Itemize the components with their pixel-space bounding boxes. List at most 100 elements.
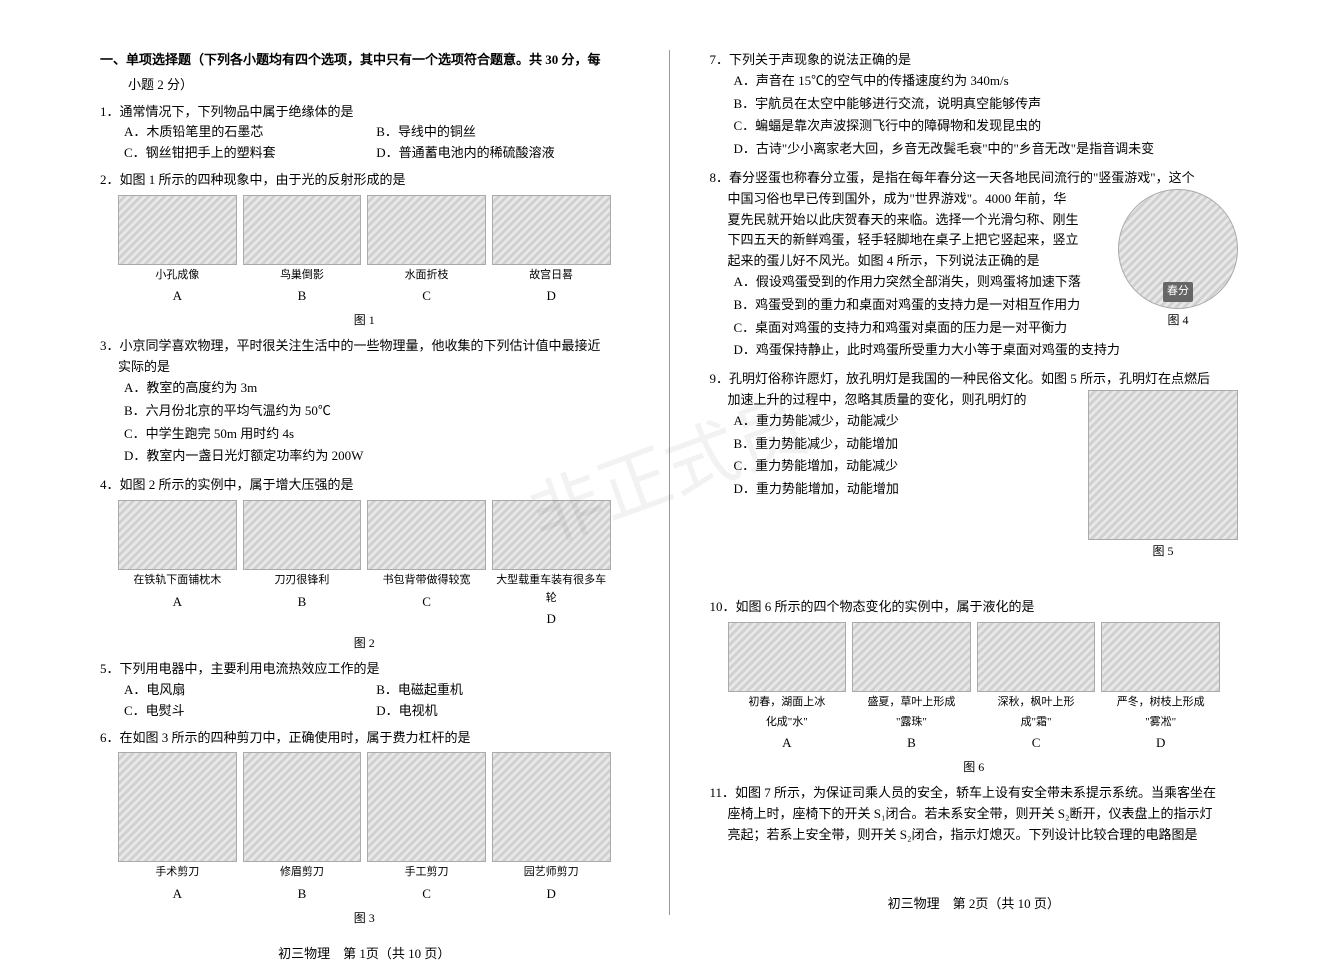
q5-option-a: A．电风扇	[124, 680, 376, 701]
q6-fig-label: 图 3	[100, 909, 629, 928]
q10-caption-b2: "露珠"	[896, 714, 927, 732]
q6-image-b	[243, 752, 362, 862]
page-1-column: 一、单项选择题（下列各小题均有四个选项，其中只有一个选项符合题意。共 30 分，…	[100, 50, 629, 915]
q10-letter-b: B	[907, 733, 916, 754]
q3-stem: 3．小京同学喜欢物理，平时很关注生活中的一些物理量，他收集的下列估计值中最接近	[100, 336, 629, 357]
q9-stem1: 9．孔明灯俗称许愿灯，放孔明灯是我国的一种民俗文化。如图 5 所示，孔明灯在点燃…	[710, 369, 1239, 390]
q6-caption-c: 手工剪刀	[405, 864, 449, 882]
q8-image-badge: 春分	[1163, 282, 1193, 302]
q6-letter-b: B	[298, 884, 307, 905]
page-2-column: 7．下列关于声现象的说法正确的是 A．声音在 15℃的空气中的传播速度约为 34…	[710, 50, 1239, 915]
q10-caption-b1: 盛夏，草叶上形成	[867, 694, 955, 712]
q5-stem: 5．下列用电器中，主要利用电流热效应工作的是	[100, 659, 629, 680]
q4-caption-a: 在铁轨下面铺枕木	[133, 572, 221, 590]
question-3: 3．小京同学喜欢物理，平时很关注生活中的一些物理量，他收集的下列估计值中最接近 …	[100, 336, 629, 469]
q1-stem: 1．通常情况下，下列物品中属于绝缘体的是	[100, 102, 629, 123]
q3-option-c: C．中学生跑完 50m 用时约 4s	[124, 424, 629, 445]
q3-stem-line2: 实际的是	[100, 357, 629, 378]
q4-letter-a: A	[173, 592, 182, 613]
q2-caption-d: 故宫日晷	[529, 267, 573, 285]
q4-caption-d: 大型载重车装有很多车轮	[492, 572, 611, 607]
q1-option-a: A．木质铅笔里的石墨芯	[124, 122, 376, 143]
q11-stem2: 座椅上时，座椅下的开关 S₁闭合。若未系安全带，则开关 S₂断开，仪表盘上的指示…	[710, 804, 1239, 825]
q6-caption-d: 园艺师剪刀	[524, 864, 579, 882]
q3-option-d: D．教室内一盏日光灯额定功率约为 200W	[124, 446, 629, 467]
page-1-footer: 初三物理 第 1页（共 10 页）	[100, 934, 629, 965]
q2-letter-a: A	[173, 286, 182, 307]
q10-image-a	[728, 622, 847, 692]
q6-caption-b: 修眉剪刀	[280, 864, 324, 882]
q2-image-d	[492, 195, 611, 265]
q9-fig-label: 图 5	[1088, 542, 1238, 561]
q10-image-b	[852, 622, 971, 692]
q4-fig-label: 图 2	[100, 634, 629, 653]
q2-caption-c: 水面折枝	[405, 267, 449, 285]
q7-option-c: C．蝙蝠是靠次声波探测飞行中的障碍物和发现昆虫的	[734, 116, 1239, 137]
q2-letter-d: D	[546, 286, 555, 307]
q4-caption-c: 书包背带做得较宽	[383, 572, 471, 590]
q10-caption-d1: 严冬，树枝上形成	[1117, 694, 1205, 712]
q4-caption-b: 刀刃很锋利	[274, 572, 329, 590]
q5-option-b: B．电磁起重机	[376, 680, 628, 701]
q6-image-c	[367, 752, 486, 862]
q10-letter-c: C	[1032, 733, 1041, 754]
q11-stem1: 11．如图 7 所示，为保证司乘人员的安全，轿车上设有安全带未系提示系统。当乘客…	[710, 783, 1239, 804]
question-5: 5．下列用电器中，主要利用电流热效应工作的是 A．电风扇 B．电磁起重机 C．电…	[100, 659, 629, 721]
q10-caption-d2: "雾凇"	[1145, 714, 1176, 732]
q10-letter-d: D	[1156, 733, 1165, 754]
q2-image-c	[367, 195, 486, 265]
q7-option-b: B．宇航员在太空中能够进行交流，说明真空能够传声	[734, 94, 1239, 115]
q7-stem: 7．下列关于声现象的说法正确的是	[710, 50, 1239, 71]
question-7: 7．下列关于声现象的说法正确的是 A．声音在 15℃的空气中的传播速度约为 34…	[710, 50, 1239, 162]
question-9: 9．孔明灯俗称许愿灯，放孔明灯是我国的一种民俗文化。如图 5 所示，孔明灯在点燃…	[710, 369, 1239, 591]
q10-caption-c2: 成"霜"	[1021, 714, 1052, 732]
q10-image-c	[977, 622, 1096, 692]
question-10: 10．如图 6 所示的四个物态变化的实例中，属于液化的是 初春，湖面上冰化成"水…	[710, 597, 1239, 777]
q4-letter-d: D	[546, 609, 555, 630]
q2-fig-label: 图 1	[100, 311, 629, 330]
q2-caption-a: 小孔成像	[155, 267, 199, 285]
q2-letter-c: C	[422, 286, 431, 307]
q7-option-d: D．古诗"少小离家老大回，乡音无改鬓毛衰"中的"乡音无改"是指音调未变	[734, 139, 1239, 160]
q10-image-d	[1101, 622, 1220, 692]
q9-image	[1088, 390, 1238, 540]
q2-caption-b: 鸟巢倒影	[280, 267, 324, 285]
q6-caption-a: 手术剪刀	[155, 864, 199, 882]
q2-image-b	[243, 195, 362, 265]
q3-option-b: B．六月份北京的平均气温约为 50℃	[124, 401, 629, 422]
q5-option-d: D．电视机	[376, 701, 628, 722]
q4-letter-c: C	[422, 592, 431, 613]
q2-image-a	[118, 195, 237, 265]
q10-caption-a1: 初春，湖面上冰	[748, 694, 825, 712]
q2-letter-b: B	[298, 286, 307, 307]
q1-option-b: B．导线中的铜丝	[376, 122, 628, 143]
question-11: 11．如图 7 所示，为保证司乘人员的安全，轿车上设有安全带未系提示系统。当乘客…	[710, 783, 1239, 845]
page-2-footer: 初三物理 第 2页（共 10 页）	[710, 884, 1239, 915]
q10-stem: 10．如图 6 所示的四个物态变化的实例中，属于液化的是	[710, 597, 1239, 618]
question-1: 1．通常情况下，下列物品中属于绝缘体的是 A．木质铅笔里的石墨芯 B．导线中的铜…	[100, 102, 629, 164]
q10-caption-a2: 化成"水"	[766, 714, 808, 732]
q8-figure: 春分 图 4	[1118, 189, 1238, 330]
q1-option-c: C．钢丝钳把手上的塑料套	[124, 143, 376, 164]
q4-letter-b: B	[298, 592, 307, 613]
q9-figure: 图 5	[1088, 390, 1238, 561]
q5-option-c: C．电熨斗	[124, 701, 376, 722]
q8-fig-label: 图 4	[1118, 311, 1238, 330]
q4-image-b	[243, 500, 362, 570]
q8-option-d: D．鸡蛋保持静止，此时鸡蛋所受重力大小等于桌面对鸡蛋的支持力	[734, 340, 1239, 361]
q7-option-a: A．声音在 15℃的空气中的传播速度约为 340m/s	[734, 71, 1239, 92]
q6-stem: 6．在如图 3 所示的四种剪刀中，正确使用时，属于费力杠杆的是	[100, 728, 629, 749]
q6-letter-d: D	[546, 884, 555, 905]
q2-stem: 2．如图 1 所示的四种现象中，由于光的反射形成的是	[100, 170, 629, 191]
question-6: 6．在如图 3 所示的四种剪刀中，正确使用时，属于费力杠杆的是 手术剪刀A 修眉…	[100, 728, 629, 928]
q1-option-d: D．普通蓄电池内的稀硫酸溶液	[376, 143, 628, 164]
column-divider	[669, 50, 670, 915]
q8-stem1: 8．春分竖蛋也称春分立蛋，是指在每年春分这一天各地民间流行的"竖蛋游戏"，这个	[710, 168, 1239, 189]
q4-image-c	[367, 500, 486, 570]
q4-image-d	[492, 500, 611, 570]
q6-image-d	[492, 752, 611, 862]
q10-fig-label: 图 6	[710, 758, 1239, 777]
question-4: 4．如图 2 所示的实例中，属于增大压强的是 在铁轨下面铺枕木A 刀刃很锋利B …	[100, 475, 629, 653]
question-8: 8．春分竖蛋也称春分立蛋，是指在每年春分这一天各地民间流行的"竖蛋游戏"，这个 …	[710, 168, 1239, 363]
q8-image: 春分	[1118, 189, 1238, 309]
